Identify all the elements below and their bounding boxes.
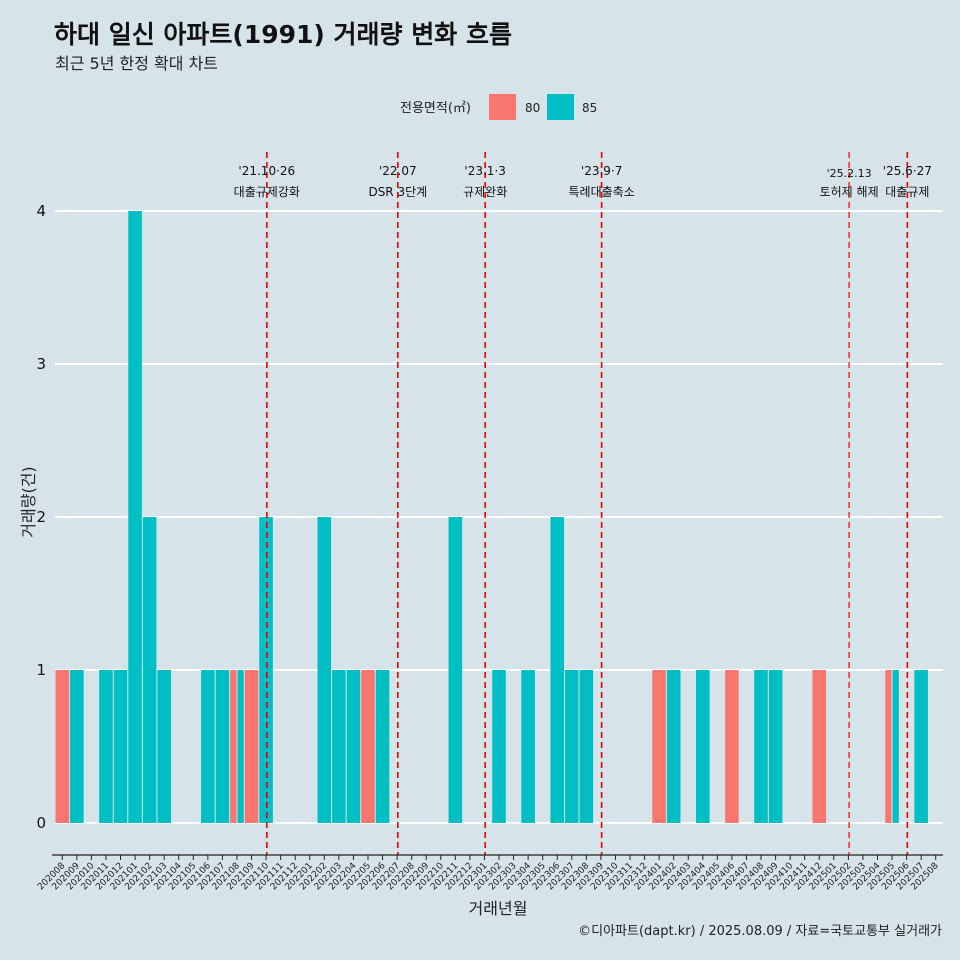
legend-label-80: 80 [525, 101, 540, 115]
bar-202103-85 [157, 670, 171, 823]
bar-202107-85 [215, 670, 230, 823]
event-date: '23.1·3 [464, 164, 505, 178]
y-tick-labels: 0 1 2 3 4 [36, 202, 46, 832]
legend-swatch-85 [547, 94, 574, 120]
y-tick-label: 3 [36, 355, 46, 373]
bar-202505-85 [892, 670, 899, 823]
chart-title: 하대 일신 아파트(1991) 거래량 변화 흐름 [54, 20, 512, 49]
event-date: '25.6·27 [883, 164, 932, 178]
event-label: 토허제 해제 [820, 185, 879, 199]
bar-202206-85 [375, 670, 390, 823]
bar-202108-80 [230, 670, 237, 823]
bar-202108-85 [237, 670, 244, 823]
event-label: 특례대출축소 [569, 185, 635, 199]
y-tick-label: 0 [36, 814, 46, 832]
chart-subtitle: 최근 5년 한정 확대 차트 [55, 54, 218, 73]
bar-202102-85 [142, 517, 157, 823]
bar-202406-80 [725, 670, 739, 823]
x-axis: 2020082020092020102020112020122021012021… [36, 854, 943, 892]
caption: ©디아파트(dapt.kr) / 2025.08.09 / 자료=국토교통부 실… [578, 924, 942, 939]
bar-202505-80 [885, 670, 892, 823]
bar-202507-85 [914, 670, 928, 823]
event-date: '25.2.13 [827, 167, 872, 180]
bar-202401-80 [652, 670, 666, 823]
bar-202203-85 [332, 670, 346, 823]
bar-202109-80 [244, 670, 259, 823]
event-lines: '21.10·26 대출규제강화 '22.07 DSR 3단계 '23.1·3 규제완화 '… [234, 152, 932, 855]
bar-202404-85 [696, 670, 710, 823]
bar-202009-85 [70, 670, 84, 823]
event-date: '23.9·7 [581, 164, 622, 178]
bar-202205-80 [361, 670, 375, 823]
bar-202412-80 [812, 670, 827, 823]
y-tick-label: 4 [36, 202, 46, 220]
event-date: '21.10·26 [238, 164, 295, 178]
bar-202402-85 [666, 670, 681, 823]
bar-202101-85 [128, 211, 142, 823]
legend: 전용면적(㎡) 80 85 [400, 94, 597, 120]
bars [55, 211, 928, 823]
bar-202304-85 [521, 670, 535, 823]
event-date: '22.07 [379, 164, 417, 178]
y-tick-label: 2 [36, 508, 46, 526]
legend-label-85: 85 [582, 101, 597, 115]
bar-202106-85 [201, 670, 215, 823]
bar-202308-85 [579, 670, 594, 823]
event-label: 규제완화 [463, 185, 507, 199]
bar-202307-85 [565, 670, 579, 823]
bar-202409-85 [768, 670, 783, 823]
y-tick-label: 1 [36, 661, 46, 679]
bar-202008-80 [55, 670, 70, 823]
event-label: 대출규제 [885, 185, 929, 199]
x-axis-title: 거래년월 [469, 899, 528, 918]
bar-202011-85 [99, 670, 113, 823]
bar-202012-85 [113, 670, 128, 823]
bar-202202-85 [317, 517, 332, 823]
bar-202110-85 [259, 517, 273, 823]
event-label: 대출규제강화 [234, 185, 300, 199]
bar-202204-85 [346, 670, 361, 823]
legend-title: 전용면적(㎡) [400, 101, 471, 116]
bar-202211-85 [448, 517, 463, 823]
y-axis-title: 거래량(건) [19, 466, 38, 537]
bar-202302-85 [492, 670, 506, 823]
bar-202408-85 [754, 670, 768, 823]
legend-swatch-80 [489, 94, 516, 120]
bar-202306-85 [550, 517, 565, 823]
event-label: DSR 3단계 [368, 185, 427, 199]
